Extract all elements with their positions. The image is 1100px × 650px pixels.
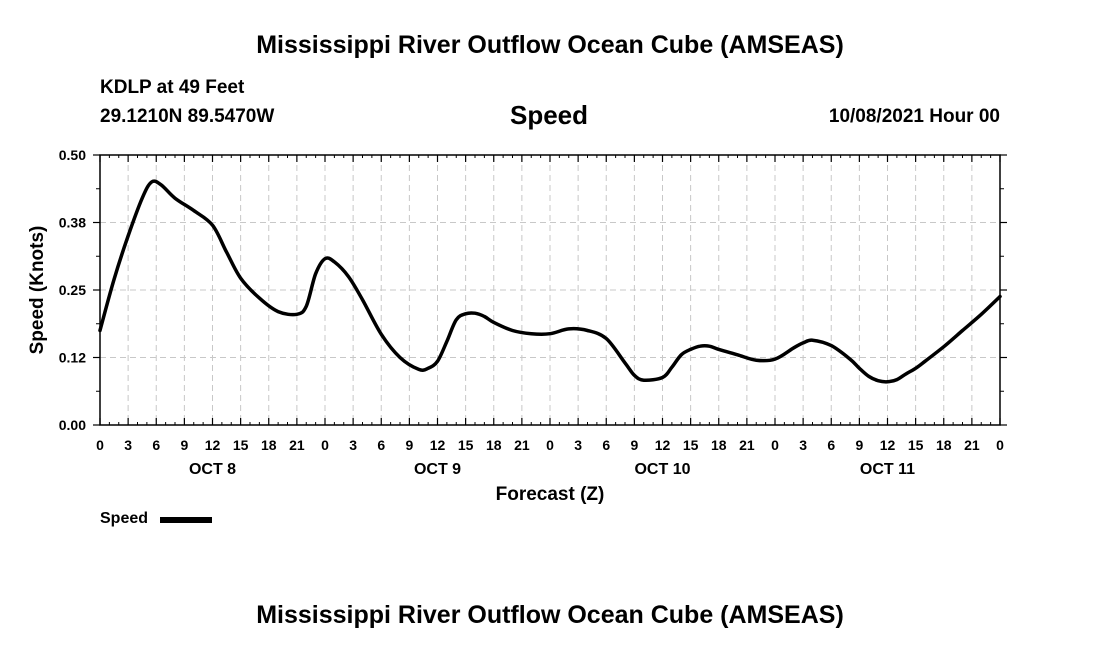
day-label: OCT 11 — [860, 461, 915, 478]
chart-ticks — [93, 154, 1007, 426]
x-tick-label: 18 — [711, 437, 727, 453]
legend-label: Speed — [100, 510, 149, 527]
day-label: OCT 8 — [189, 461, 236, 478]
station-label: KDLP at 49 Feet — [100, 77, 245, 98]
y-axis-title: Speed (Knots) — [27, 226, 48, 355]
y-tick-label: 0.00 — [59, 417, 86, 433]
x-tick-label: 12 — [205, 437, 221, 453]
init-time: 10/08/2021 Hour 00 — [828, 106, 1000, 127]
x-tick-label: 0 — [771, 437, 779, 453]
x-tick-label: 6 — [377, 437, 385, 453]
x-tick-label: 9 — [405, 437, 413, 453]
x-tick-label: 0 — [96, 437, 104, 453]
y-tick-label: 0.25 — [59, 282, 86, 298]
x-tick-label: 6 — [827, 437, 835, 453]
chart-main-title: Mississippi River Outflow Ocean Cube (AM… — [256, 31, 844, 59]
x-tick-label: 21 — [289, 437, 305, 453]
day-label: OCT 10 — [634, 461, 690, 478]
x-tick-label: 12 — [655, 437, 671, 453]
station-coordinates: 29.1210N 89.5470W — [100, 106, 275, 127]
x-tick-label: 15 — [908, 437, 924, 453]
x-tick-label: 9 — [855, 437, 863, 453]
x-tick-label: 15 — [683, 437, 699, 453]
variable-title: Speed — [509, 100, 589, 130]
x-tick-label: 21 — [739, 437, 755, 453]
x-tick-label: 6 — [152, 437, 160, 453]
speed-series-line — [98, 179, 1002, 384]
footer-title: Mississippi River Outflow Ocean Cube (AM… — [256, 601, 844, 629]
y-tick-label: 0.50 — [59, 147, 86, 163]
x-tick-label: 3 — [124, 437, 132, 453]
x-tick-label: 21 — [964, 437, 980, 453]
x-tick-label: 0 — [996, 437, 1004, 453]
x-tick-labels: 0 3 6 9 12 15 18 21 0 3 6 9 12 15 18 21 0 3 6 9 12 15 18 21 0 3 6 9… — [96, 437, 1004, 453]
x-axis-title: Forecast (Z) — [496, 484, 605, 505]
x-tick-label: 6 — [602, 437, 610, 453]
x-tick-label: 18 — [936, 437, 952, 453]
y-tick-labels: 0.00 0.12 0.25 0.38 0.50 — [59, 147, 86, 433]
x-tick-label: 3 — [799, 437, 807, 453]
x-tick-label: 12 — [430, 437, 446, 453]
x-tick-label: 15 — [458, 437, 474, 453]
x-tick-label: 18 — [261, 437, 277, 453]
day-label: OCT 9 — [414, 461, 461, 478]
x-tick-label: 0 — [321, 437, 329, 453]
chart-grid — [100, 155, 1000, 425]
x-tick-label: 21 — [514, 437, 530, 453]
x-tick-label: 15 — [233, 437, 249, 453]
day-labels: OCT 8 OCT 9 OCT 10 OCT 11 — [189, 461, 915, 478]
legend-swatch — [160, 517, 212, 523]
x-tick-label: 9 — [630, 437, 638, 453]
y-tick-label: 0.12 — [59, 350, 86, 366]
x-tick-label: 9 — [180, 437, 188, 453]
x-tick-label: 3 — [349, 437, 357, 453]
x-tick-label: 12 — [880, 437, 896, 453]
x-tick-label: 18 — [486, 437, 502, 453]
x-tick-label: 3 — [574, 437, 582, 453]
x-tick-label: 0 — [546, 437, 554, 453]
y-tick-label: 0.38 — [59, 215, 86, 231]
